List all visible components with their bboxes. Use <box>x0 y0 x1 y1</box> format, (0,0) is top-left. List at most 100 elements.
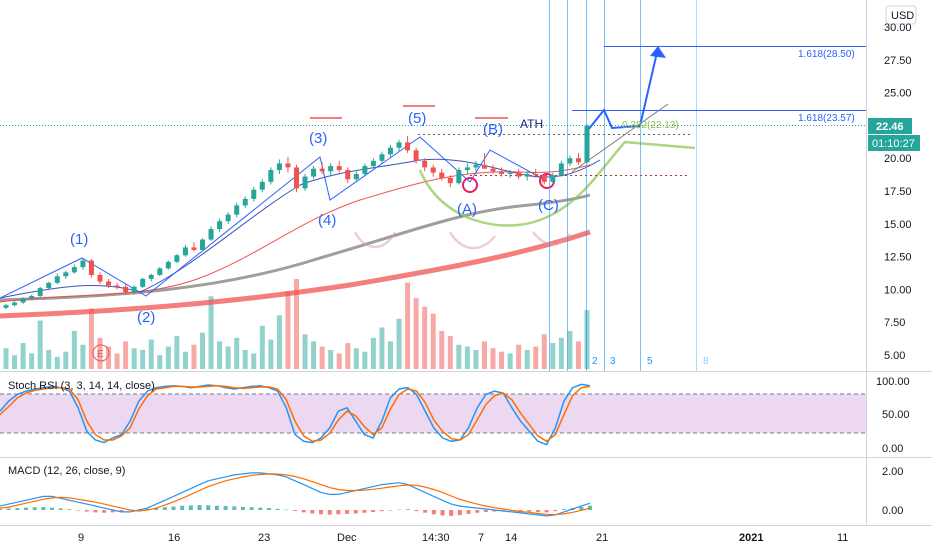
candle[interactable] <box>46 281 52 290</box>
wave-label-b: (B) <box>483 121 503 138</box>
candle[interactable] <box>387 145 393 157</box>
candle[interactable] <box>54 273 60 285</box>
candle[interactable] <box>29 294 35 300</box>
candle[interactable] <box>285 156 291 173</box>
candle[interactable] <box>242 196 248 209</box>
candle[interactable] <box>80 257 86 270</box>
candle[interactable] <box>336 160 342 173</box>
candle[interactable] <box>165 260 171 270</box>
currency-label: USD <box>891 10 914 22</box>
macd-hist-bar <box>6 508 11 510</box>
candle[interactable] <box>456 167 462 185</box>
candle[interactable] <box>157 267 163 277</box>
candle[interactable] <box>567 155 573 167</box>
candle[interactable] <box>131 285 137 295</box>
macd-hist-bar <box>535 510 540 512</box>
candle[interactable] <box>370 158 376 169</box>
candle[interactable] <box>499 167 505 177</box>
candle[interactable] <box>191 242 197 252</box>
candle[interactable] <box>473 160 479 172</box>
candle[interactable] <box>379 151 385 164</box>
candle[interactable] <box>12 301 18 307</box>
candle[interactable] <box>464 163 470 174</box>
candle[interactable] <box>558 160 564 177</box>
date-label-7: 7 <box>478 532 484 544</box>
candle[interactable] <box>37 286 43 298</box>
volume-bar <box>558 337 564 369</box>
candle[interactable] <box>276 159 282 174</box>
candle[interactable] <box>200 238 206 252</box>
candle[interactable] <box>447 175 453 188</box>
candle[interactable] <box>106 278 112 289</box>
date-axis[interactable]: 9 16 23 Dec 14:30 7 14 21 2021 11 <box>78 532 848 544</box>
volume-bar <box>550 343 556 369</box>
candle[interactable] <box>524 171 530 181</box>
price-axis[interactable]: 30.0027.5025.0022.5020.0017.5015.0012.50… <box>884 22 912 362</box>
candle[interactable] <box>71 264 77 274</box>
candle[interactable] <box>294 164 299 193</box>
stoch-title[interactable]: Stoch RSI (3, 3, 14, 14, close) <box>8 380 155 392</box>
macd-hist-bar <box>319 510 324 515</box>
candle[interactable] <box>439 168 445 181</box>
price-tick-label: 12.50 <box>884 252 912 264</box>
earnings-marker[interactable] <box>92 344 110 362</box>
stoch-d-line <box>0 384 591 443</box>
candle[interactable] <box>217 218 223 232</box>
candle[interactable] <box>88 259 94 278</box>
candle[interactable] <box>225 211 231 224</box>
candle[interactable] <box>584 124 590 164</box>
candle[interactable] <box>251 187 257 202</box>
candle[interactable] <box>550 172 556 185</box>
candle[interactable] <box>575 152 581 165</box>
candle[interactable] <box>140 277 146 289</box>
volume-bar <box>575 341 581 369</box>
candle[interactable] <box>362 163 368 177</box>
candle[interactable] <box>259 179 265 193</box>
volume-bar <box>302 334 308 369</box>
projection-path <box>587 47 659 131</box>
candle[interactable] <box>123 284 129 295</box>
candle[interactable] <box>182 244 188 257</box>
macd-hist-bar <box>93 510 98 513</box>
timer-badge-value: 01:10:27 <box>872 138 915 150</box>
candle[interactable] <box>430 164 436 177</box>
candle[interactable] <box>63 271 69 279</box>
candle[interactable] <box>148 273 154 282</box>
date-label-16: 16 <box>168 532 180 544</box>
volume-bar <box>148 339 154 369</box>
candle[interactable] <box>405 135 411 153</box>
candle[interactable] <box>114 282 120 290</box>
macd-hist-bar <box>67 509 72 510</box>
macd-title[interactable]: MACD (12, 26, close, 9) <box>8 465 125 477</box>
candle[interactable] <box>353 171 359 182</box>
candle[interactable] <box>97 272 103 285</box>
macd-hist-bar <box>483 510 488 512</box>
candle[interactable] <box>268 167 274 185</box>
macd-hist-bar <box>171 506 176 510</box>
candle[interactable] <box>234 202 240 218</box>
candle[interactable] <box>413 147 419 164</box>
currency-badge[interactable] <box>885 5 917 25</box>
candle[interactable] <box>422 158 428 172</box>
candle[interactable] <box>319 162 325 174</box>
candle[interactable] <box>490 164 496 174</box>
candle[interactable] <box>516 168 522 180</box>
candle[interactable] <box>533 168 539 178</box>
candle[interactable] <box>328 163 334 177</box>
candle[interactable] <box>20 297 26 304</box>
small-cup-2 <box>448 231 496 250</box>
volume-bar <box>516 344 522 369</box>
candle[interactable] <box>302 173 308 191</box>
candle[interactable] <box>174 253 180 264</box>
volume-bar <box>20 343 26 369</box>
macd-hist-bar <box>492 510 497 512</box>
candle[interactable] <box>481 152 487 169</box>
candle[interactable] <box>345 167 351 184</box>
candle[interactable] <box>3 303 9 310</box>
candle[interactable] <box>507 170 513 178</box>
candle[interactable] <box>541 172 547 185</box>
candle[interactable] <box>396 139 402 152</box>
candle[interactable] <box>311 166 317 180</box>
candle[interactable] <box>208 226 214 241</box>
